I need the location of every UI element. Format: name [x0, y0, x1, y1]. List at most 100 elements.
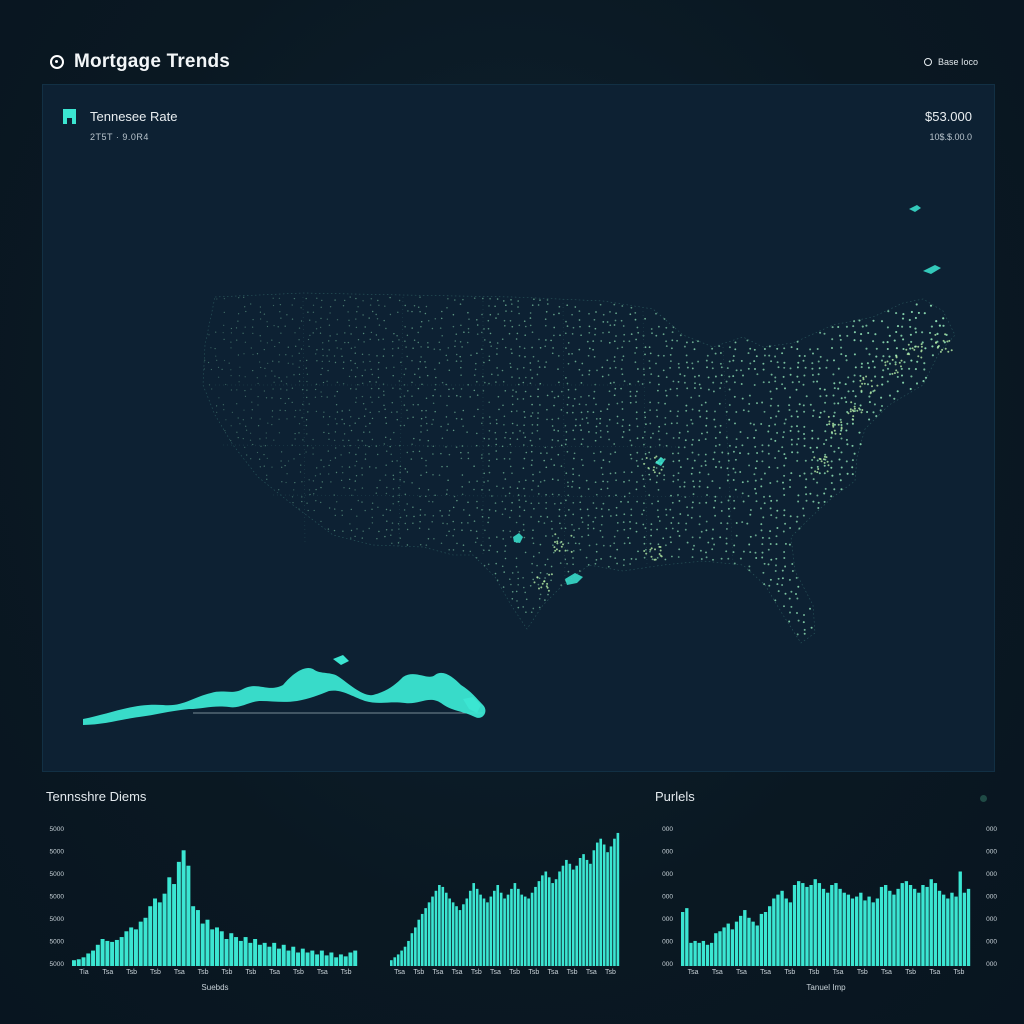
bar[interactable]: [592, 850, 596, 966]
bar[interactable]: [276, 948, 281, 966]
bar[interactable]: [554, 879, 558, 966]
bar[interactable]: [267, 946, 272, 966]
bar[interactable]: [908, 885, 913, 966]
bar[interactable]: [565, 859, 568, 966]
bar[interactable]: [523, 896, 527, 966]
bar[interactable]: [296, 952, 300, 967]
bar[interactable]: [755, 925, 759, 967]
bar[interactable]: [482, 898, 486, 967]
bar[interactable]: [286, 950, 291, 966]
bar[interactable]: [353, 950, 358, 966]
bar[interactable]: [739, 915, 743, 966]
bar[interactable]: [792, 885, 797, 966]
bar[interactable]: [946, 898, 950, 967]
bar[interactable]: [534, 886, 537, 966]
bar[interactable]: [195, 910, 200, 966]
bar[interactable]: [689, 942, 693, 966]
bar[interactable]: [805, 886, 809, 966]
bar[interactable]: [734, 921, 739, 966]
bar[interactable]: [458, 910, 462, 966]
brand[interactable]: Mortgage Trends: [50, 51, 230, 73]
account-menu[interactable]: Base Ioco: [923, 57, 978, 67]
bar[interactable]: [441, 886, 445, 966]
bar[interactable]: [499, 892, 503, 966]
bar[interactable]: [291, 946, 296, 966]
bar[interactable]: [966, 888, 971, 966]
bar[interactable]: [817, 883, 822, 966]
bar[interactable]: [595, 842, 599, 966]
bar[interactable]: [172, 884, 177, 966]
bar[interactable]: [759, 913, 764, 966]
bar[interactable]: [780, 890, 784, 966]
bar[interactable]: [448, 898, 451, 967]
bar[interactable]: [867, 896, 871, 966]
bar[interactable]: [850, 898, 855, 967]
bar[interactable]: [801, 883, 805, 966]
bar[interactable]: [937, 890, 942, 966]
us-map[interactable]: [43, 85, 994, 771]
bar[interactable]: [129, 927, 134, 966]
bar[interactable]: [315, 954, 320, 966]
bar[interactable]: [589, 863, 592, 966]
bar[interactable]: [846, 894, 851, 966]
bar[interactable]: [726, 923, 730, 966]
bar[interactable]: [520, 894, 524, 966]
bar[interactable]: [95, 944, 100, 966]
bar[interactable]: [942, 894, 946, 966]
bar[interactable]: [238, 940, 243, 966]
bar[interactable]: [582, 854, 585, 966]
bar[interactable]: [431, 896, 434, 966]
bar[interactable]: [390, 960, 393, 966]
bar[interactable]: [797, 881, 801, 966]
bar[interactable]: [462, 904, 465, 966]
bar[interactable]: [609, 846, 613, 966]
bar[interactable]: [81, 957, 86, 966]
bar[interactable]: [496, 885, 500, 966]
bar[interactable]: [537, 881, 541, 966]
bar[interactable]: [257, 944, 262, 966]
bar[interactable]: [510, 888, 513, 966]
bar[interactable]: [784, 898, 788, 967]
bar[interactable]: [925, 886, 929, 966]
bar[interactable]: [310, 950, 315, 966]
bar[interactable]: [465, 898, 469, 967]
bar[interactable]: [472, 883, 476, 966]
bar[interactable]: [730, 929, 735, 966]
bar[interactable]: [506, 894, 510, 966]
bar[interactable]: [859, 892, 863, 966]
bar[interactable]: [324, 955, 329, 966]
bar[interactable]: [693, 940, 697, 966]
bar[interactable]: [962, 892, 967, 966]
bar[interactable]: [200, 923, 205, 966]
bar[interactable]: [958, 871, 962, 967]
bar[interactable]: [492, 890, 496, 966]
bar[interactable]: [875, 898, 880, 967]
bar[interactable]: [300, 948, 305, 966]
bar[interactable]: [400, 950, 403, 966]
bar[interactable]: [348, 952, 353, 967]
bar[interactable]: [722, 927, 726, 966]
bar[interactable]: [153, 898, 157, 967]
bar[interactable]: [72, 960, 76, 966]
bar[interactable]: [821, 888, 826, 966]
bar[interactable]: [468, 890, 472, 966]
bar[interactable]: [863, 900, 867, 966]
bar[interactable]: [124, 931, 129, 966]
bar[interactable]: [900, 883, 904, 966]
bar[interactable]: [479, 894, 482, 966]
bar[interactable]: [547, 877, 551, 966]
bar[interactable]: [606, 852, 609, 966]
bar[interactable]: [855, 896, 859, 966]
bar[interactable]: [888, 890, 892, 966]
bar[interactable]: [830, 885, 834, 966]
bar[interactable]: [444, 892, 448, 966]
bar[interactable]: [575, 865, 578, 966]
bar[interactable]: [616, 832, 620, 966]
bar[interactable]: [243, 937, 248, 966]
bar[interactable]: [393, 957, 397, 966]
bar[interactable]: [751, 921, 755, 966]
bar[interactable]: [105, 940, 110, 966]
bar[interactable]: [904, 881, 909, 966]
bar[interactable]: [176, 861, 181, 966]
bar[interactable]: [788, 902, 793, 966]
